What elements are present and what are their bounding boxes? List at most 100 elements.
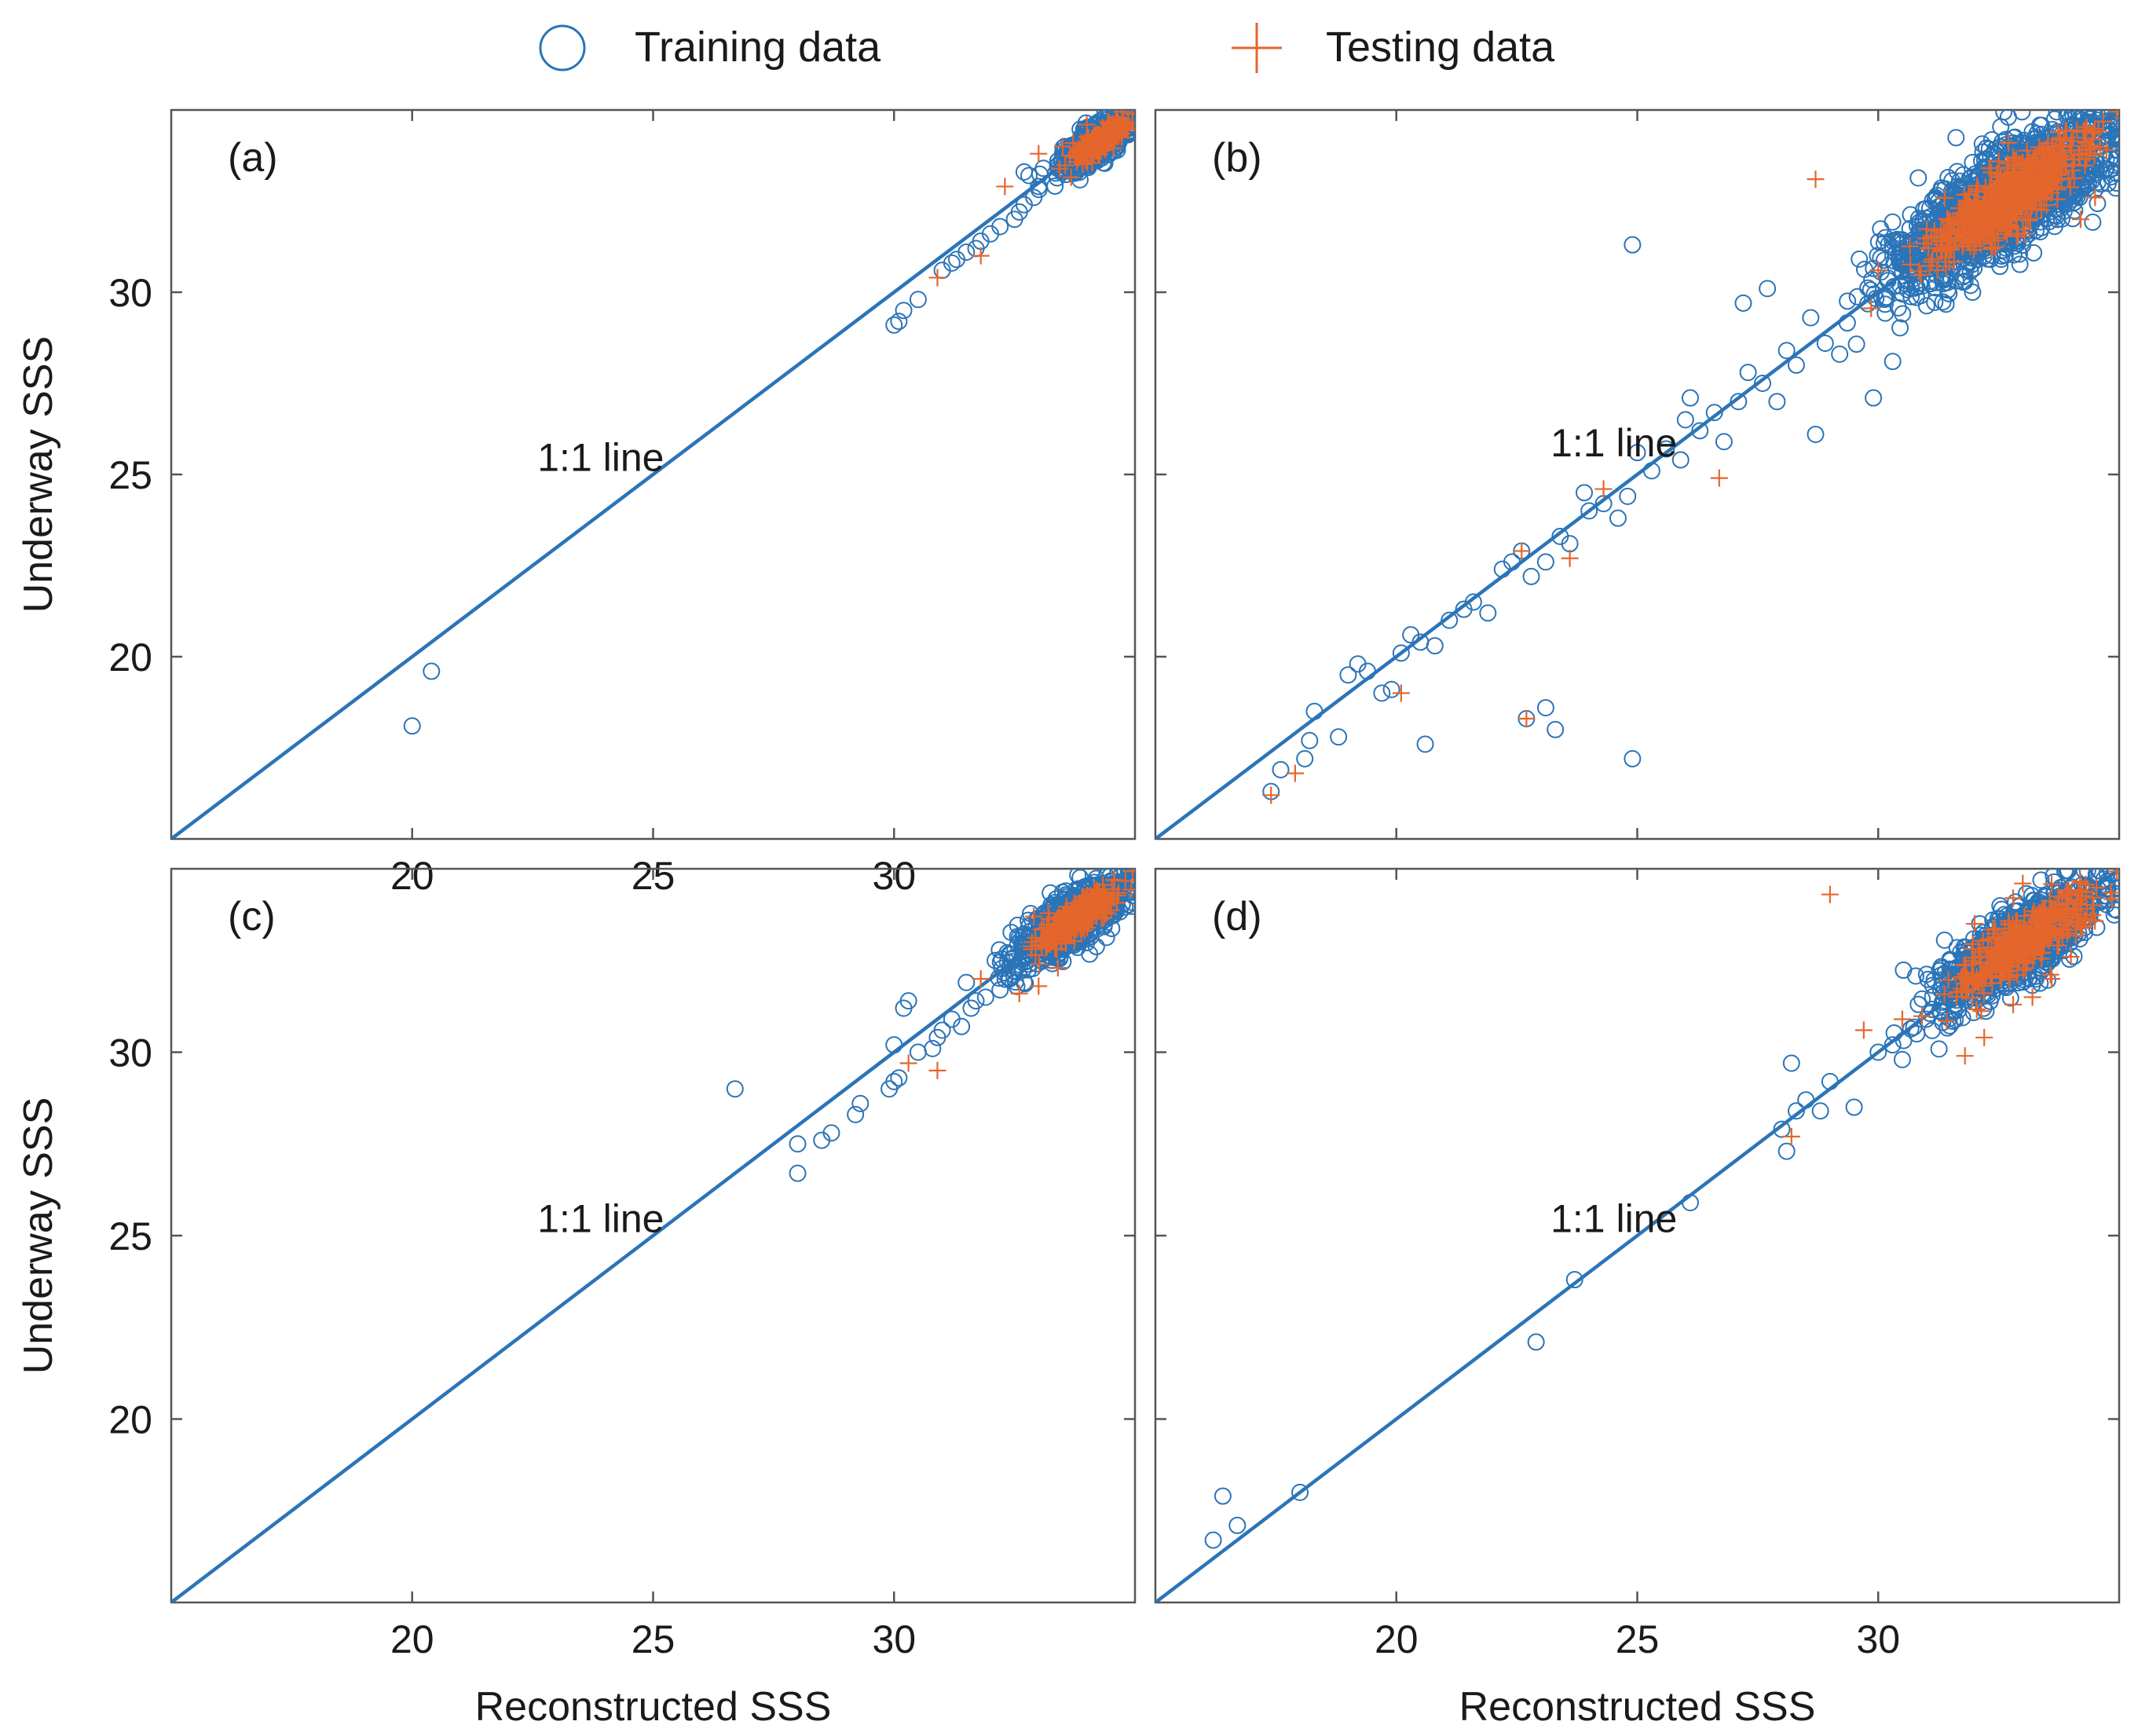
testing-point bbox=[1949, 225, 1967, 243]
testing-point bbox=[1954, 235, 1972, 253]
testing-point bbox=[2018, 141, 2036, 159]
training-point bbox=[1768, 393, 1786, 411]
training-point bbox=[2025, 244, 2043, 262]
training-point bbox=[1802, 309, 1820, 327]
panel-label: (c) bbox=[228, 894, 276, 939]
testing-point bbox=[1286, 764, 1304, 782]
testing-point bbox=[899, 1054, 917, 1072]
testing-point bbox=[1049, 959, 1067, 977]
testing-point bbox=[2027, 200, 2045, 218]
training-point bbox=[1330, 728, 1348, 746]
testing-point bbox=[2040, 176, 2058, 194]
testing-point bbox=[1959, 233, 1977, 251]
training-point bbox=[1891, 319, 1909, 337]
training-point bbox=[909, 1043, 927, 1061]
training-point bbox=[1935, 275, 1953, 293]
training-point bbox=[851, 1094, 869, 1112]
testing-point bbox=[1116, 117, 1134, 135]
testing-point bbox=[1955, 226, 1973, 244]
training-point bbox=[1730, 393, 1748, 411]
testing-point bbox=[2024, 152, 2042, 170]
testing-point bbox=[1922, 229, 1940, 247]
testing-point bbox=[2006, 184, 2024, 202]
testing-point bbox=[2085, 120, 2103, 138]
testing-point bbox=[1056, 922, 1074, 940]
x-tick-label: 25 bbox=[632, 1617, 675, 1661]
testing-point bbox=[1517, 709, 1536, 727]
training-point bbox=[1787, 356, 1805, 374]
training-point bbox=[1894, 305, 1912, 323]
training-point bbox=[1522, 567, 1540, 585]
training-point bbox=[1624, 236, 1642, 254]
training-point bbox=[1917, 297, 1935, 315]
training-point bbox=[976, 988, 994, 1006]
training-point bbox=[895, 302, 913, 320]
testing-point bbox=[1110, 884, 1128, 902]
training-point bbox=[1839, 292, 1857, 310]
training-point bbox=[2089, 195, 2107, 213]
testing-point bbox=[1999, 134, 2017, 152]
training-point bbox=[2107, 129, 2119, 147]
testing-point bbox=[1912, 266, 1930, 284]
testing-point bbox=[1862, 299, 1880, 317]
testing-point bbox=[1968, 183, 1986, 201]
testing-point bbox=[1971, 215, 1990, 233]
y-axis-title: Underway SSS bbox=[16, 1097, 61, 1375]
training-point bbox=[1305, 702, 1323, 720]
training-point bbox=[924, 1039, 942, 1057]
training-point bbox=[890, 1069, 908, 1087]
training-point bbox=[789, 1135, 807, 1153]
testing-point bbox=[1022, 937, 1040, 955]
x-tick-label: 25 bbox=[1616, 1617, 1660, 1661]
testing-point bbox=[2094, 112, 2112, 130]
training-point bbox=[1576, 484, 1594, 502]
training-point bbox=[1025, 189, 1043, 207]
training-point bbox=[1681, 389, 1699, 407]
training-point bbox=[1119, 869, 1135, 880]
training-point bbox=[1911, 224, 1929, 242]
testing-point bbox=[1922, 253, 1940, 271]
testing-point bbox=[1969, 208, 1987, 226]
testing-point bbox=[2055, 144, 2073, 162]
training-point bbox=[1954, 273, 1972, 291]
testing-point bbox=[1959, 200, 1977, 218]
testing-point bbox=[1082, 904, 1100, 922]
x-tick-label: 20 bbox=[1375, 1617, 1419, 1661]
training-point bbox=[1705, 404, 1723, 422]
training-point bbox=[1739, 364, 1757, 382]
training-point bbox=[2067, 110, 2084, 121]
training-point bbox=[1441, 611, 1459, 629]
testing-point bbox=[2042, 184, 2060, 202]
training-point bbox=[1030, 178, 1048, 196]
testing-point bbox=[2061, 178, 2079, 196]
training-point bbox=[1993, 133, 2012, 151]
testing-point bbox=[1964, 219, 1982, 237]
panel-label: (a) bbox=[228, 135, 278, 181]
training-point bbox=[1103, 919, 1121, 937]
testing-point bbox=[1986, 181, 2004, 199]
testing-point bbox=[1980, 200, 1998, 218]
plot-area bbox=[1155, 869, 2119, 1602]
testing-point bbox=[2034, 158, 2052, 176]
training-point bbox=[1937, 295, 1955, 313]
training-point bbox=[1068, 939, 1086, 957]
testing-point bbox=[2023, 180, 2041, 198]
training-point bbox=[1876, 304, 1895, 322]
x-tick-label: 30 bbox=[1856, 1617, 1900, 1661]
testing-point bbox=[2037, 175, 2056, 193]
training-point bbox=[1624, 749, 1642, 767]
testing-point bbox=[1122, 881, 1135, 899]
training-point bbox=[2011, 255, 2029, 273]
testing-point bbox=[2073, 141, 2091, 159]
testing-point bbox=[1098, 896, 1116, 914]
testing-point bbox=[2086, 189, 2104, 207]
testing-point bbox=[1392, 684, 1410, 702]
training-point bbox=[1872, 220, 1890, 238]
testing-point bbox=[1082, 142, 1100, 160]
testing-point bbox=[2026, 149, 2044, 167]
testing-point bbox=[1030, 145, 1048, 163]
testing-point bbox=[1980, 159, 1998, 177]
training-point bbox=[1759, 280, 1777, 298]
testing-point bbox=[2010, 155, 2028, 173]
